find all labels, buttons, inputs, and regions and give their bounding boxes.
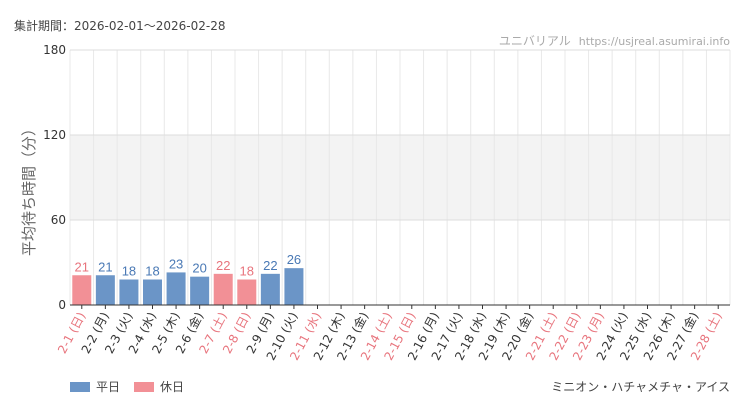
legend-label-weekday: 平日 (96, 380, 121, 394)
value-labels: 21 21 18 18 23 20 22 18 22 26 (75, 252, 302, 278)
bar[interactable] (143, 279, 162, 306)
legend-swatch-weekday (70, 381, 90, 392)
value-label: 21 (98, 259, 112, 274)
y-tick-label: 60 (51, 213, 66, 227)
bars (72, 268, 304, 306)
legend: 平日 休日 (70, 378, 184, 395)
bar[interactable] (190, 276, 210, 305)
y-tick-label: 120 (43, 128, 66, 142)
y-tick-labels: 0 60 120 180 (43, 43, 66, 312)
bar[interactable] (260, 273, 280, 305)
bar[interactable] (119, 279, 139, 306)
y-tick-label: 180 (43, 43, 66, 57)
bar[interactable] (237, 279, 257, 306)
legend-swatch-holiday (134, 381, 155, 392)
bar[interactable] (166, 272, 186, 305)
value-label: 21 (75, 259, 89, 274)
value-label: 22 (216, 258, 230, 273)
value-label: 26 (287, 252, 301, 267)
legend-item-holiday[interactable]: 休日 (134, 378, 184, 395)
aggregation-period: 集計期間：2026-02-01～2026-02-28 (14, 19, 226, 33)
value-label: 18 (122, 264, 136, 279)
bar[interactable] (72, 275, 92, 305)
attraction-name: ミニオン・ハチャメチャ・アイス (551, 380, 730, 394)
y-tick-label: 0 (58, 298, 66, 312)
x-tick-labels: 2-1 (日)2-2 (月)2-3 (火)2-4 (水)2-5 (木)2-6 (… (55, 305, 725, 363)
value-label: 22 (263, 258, 277, 273)
bar[interactable] (213, 273, 233, 305)
value-label: 18 (145, 264, 159, 279)
value-label: 18 (240, 264, 254, 279)
value-label: 20 (192, 261, 206, 276)
bar[interactable] (95, 275, 115, 305)
legend-label-holiday: 休日 (160, 380, 185, 394)
site-url[interactable]: https://usjreal.asumirai.info (578, 35, 730, 48)
site-name: ユニバリアル (498, 34, 571, 48)
site-credit: ユニバリアル https://usjreal.asumirai.info (499, 32, 730, 49)
value-label: 23 (169, 256, 183, 271)
bar[interactable] (284, 268, 304, 305)
legend-item-weekday[interactable]: 平日 (70, 378, 120, 395)
